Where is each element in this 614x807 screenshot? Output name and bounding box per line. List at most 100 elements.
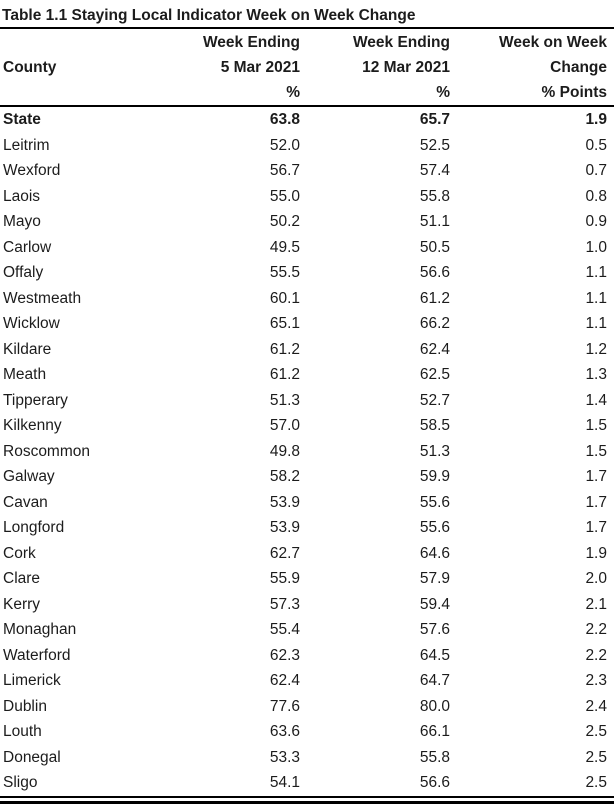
table-title: Table 1.1 Staying Local Indicator Week o… [2, 7, 416, 24]
cell-county: Westmeath [3, 289, 82, 307]
cell-week1: 51.3 [269, 391, 300, 409]
cell-week1: 53.9 [269, 493, 300, 511]
cell-county: Offaly [3, 264, 44, 281]
cell-county: Galway [3, 468, 55, 485]
header-week2-line2: 12 Mar 2021 [362, 59, 450, 76]
header-week1-line3: % [286, 84, 300, 101]
cell-week1: 53.9 [269, 519, 300, 536]
header-change-line1: Week on Week [499, 34, 607, 51]
header-rule [0, 105, 614, 107]
table-row: Monaghan 55.4 57.6 2.2 [0, 617, 614, 643]
cell-change: 1.7 [585, 468, 607, 485]
cell-week1: 55.4 [269, 621, 300, 638]
cell-change: 1.4 [585, 391, 607, 409]
cell-week2: 55.8 [419, 748, 450, 766]
cell-county: Longford [3, 519, 65, 536]
cell-week1: 62.7 [269, 544, 300, 562]
header-col-change: Week on Week Change % Points [450, 30, 607, 105]
cell-week1: 49.5 [269, 238, 300, 256]
cell-week1: 52.0 [269, 136, 300, 154]
table-body: State 63.8 65.7 1.9 Leitrim 52.0 52.5 0.… [0, 107, 614, 796]
cell-week2: 65.7 [419, 111, 450, 128]
cell-week2: 61.2 [419, 289, 450, 307]
cell-change: 1.3 [585, 366, 607, 383]
cell-county: Waterford [3, 646, 71, 664]
header-change-line2: Change [550, 59, 607, 76]
cell-week2: 50.5 [419, 238, 450, 256]
header-week2-line3: % [436, 84, 450, 101]
cell-county: Mayo [3, 213, 41, 230]
table-row: Clare 55.9 57.9 2.0 [0, 566, 614, 592]
cell-change: 0.9 [585, 213, 607, 230]
cell-county: Dublin [3, 697, 47, 715]
cell-week2: 57.9 [419, 570, 450, 587]
header-week1-line2: 5 Mar 2021 [220, 59, 300, 76]
cell-change: 1.7 [585, 493, 607, 511]
cell-week1: 65.1 [269, 315, 300, 332]
cell-week2: 66.2 [419, 315, 450, 332]
cell-week1: 60.1 [269, 289, 300, 307]
header-week2-line1: Week Ending [352, 34, 450, 51]
header-col-week1: Week Ending 5 Mar 2021 % [170, 30, 300, 105]
cell-county: Kerry [3, 595, 41, 613]
cell-week1: 55.9 [269, 570, 300, 587]
cell-change: 1.0 [585, 238, 607, 256]
table-row: Waterford 62.3 64.5 2.2 [0, 643, 614, 669]
cell-week2: 56.6 [419, 264, 450, 281]
cell-change: 2.5 [585, 774, 607, 791]
cell-week2: 55.8 [419, 187, 450, 205]
cell-week2: 66.1 [419, 723, 450, 740]
cell-week2: 51.1 [419, 213, 450, 230]
cell-week2: 59.9 [419, 468, 450, 485]
cell-county: Limerick [3, 672, 61, 689]
cell-week2: 55.6 [419, 493, 450, 511]
header-week1-line1: Week Ending [202, 34, 300, 51]
table-row: Leitrim 52.0 52.5 0.5 [0, 133, 614, 159]
table-row: Westmeath 60.1 61.2 1.1 [0, 286, 614, 312]
cell-change: 1.7 [585, 519, 607, 536]
cell-week2: 64.6 [419, 544, 450, 562]
cell-week1: 53.3 [269, 748, 300, 766]
table-row: Limerick 62.4 64.7 2.3 [0, 668, 614, 694]
cell-change: 1.1 [585, 315, 607, 332]
cell-county: Clare [3, 570, 41, 587]
header-change-line3: % Points [541, 84, 607, 101]
cell-week2: 64.5 [419, 646, 450, 664]
cell-week2: 51.3 [419, 442, 450, 460]
cell-change: 1.2 [585, 340, 607, 358]
cell-week1: 57.3 [269, 595, 300, 613]
cell-county: Leitrim [3, 136, 50, 154]
cell-county: Carlow [3, 238, 52, 256]
cell-county: Wexford [3, 162, 61, 179]
table-row: Meath 61.2 62.5 1.3 [0, 362, 614, 388]
header-col-week2: Week Ending 12 Mar 2021 % [300, 30, 450, 105]
cell-change: 0.8 [585, 187, 607, 205]
cell-change: 0.7 [585, 162, 607, 179]
table-row: Sligo 54.1 56.6 2.5 [0, 770, 614, 796]
table-row: Dublin 77.6 80.0 2.4 [0, 694, 614, 720]
cell-week2: 55.6 [419, 519, 450, 536]
cell-week1: 63.8 [269, 111, 300, 128]
cell-change: 0.5 [585, 136, 607, 154]
cell-change: 2.3 [585, 672, 607, 689]
cell-county: Donegal [3, 748, 61, 766]
cell-week2: 56.6 [419, 774, 450, 791]
cell-week1: 61.2 [269, 340, 300, 358]
cell-change: 1.1 [585, 289, 607, 307]
table-bottom-rule [0, 800, 614, 804]
cell-change: 2.5 [585, 723, 607, 740]
cell-week2: 62.5 [419, 366, 450, 383]
table-row: Mayo 50.2 51.1 0.9 [0, 209, 614, 235]
cell-county: State [3, 111, 41, 128]
cell-week1: 55.5 [269, 264, 300, 281]
cell-change: 2.2 [585, 646, 607, 664]
cell-week2: 59.4 [419, 595, 450, 613]
cell-county: Kildare [3, 340, 52, 358]
cell-week1: 77.6 [269, 697, 300, 715]
header-col-county: County [3, 30, 170, 105]
cell-change: 1.5 [585, 417, 607, 434]
table-row: Wicklow 65.1 66.2 1.1 [0, 311, 614, 337]
cell-week1: 56.7 [269, 162, 300, 179]
table-row: Louth 63.6 66.1 2.5 [0, 719, 614, 745]
